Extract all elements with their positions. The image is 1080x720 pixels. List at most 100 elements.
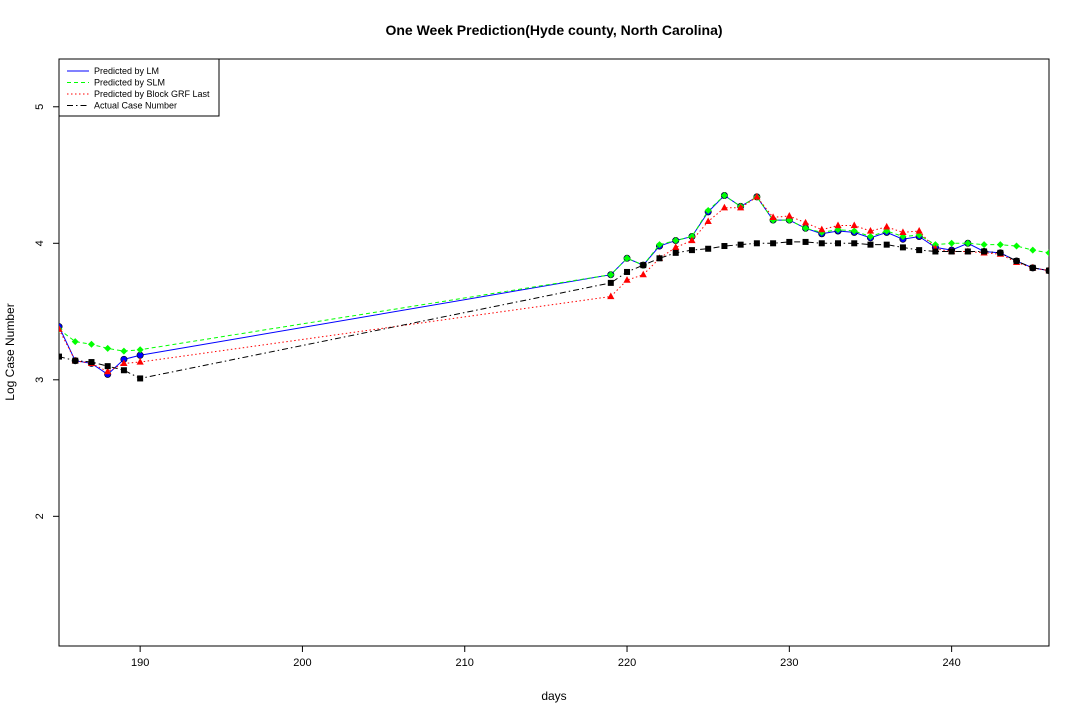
data-point (721, 243, 728, 250)
data-point (704, 207, 712, 215)
legend-label: Predicted by Block GRF Last (94, 89, 210, 99)
data-point (655, 241, 663, 249)
data-point (981, 248, 988, 255)
data-point (672, 237, 680, 245)
data-point (72, 357, 79, 364)
data-point (1013, 258, 1020, 265)
data-point (883, 241, 890, 248)
data-point (997, 249, 1004, 256)
legend-box (58, 58, 220, 117)
plot-frame (58, 58, 1050, 647)
x-tick-label: 240 (942, 657, 960, 669)
series-line (59, 194, 1049, 375)
x-tick-label: 200 (293, 657, 311, 669)
legend-label: Actual Case Number (94, 101, 177, 111)
data-point (916, 247, 923, 254)
data-point (120, 367, 127, 374)
data-point (1046, 267, 1049, 274)
data-point (104, 344, 112, 352)
data-point (688, 236, 696, 244)
data-point (71, 338, 79, 346)
data-point (835, 240, 842, 247)
y-tick-label: 2 (34, 513, 46, 519)
x-tick-label: 190 (131, 657, 149, 669)
data-point (704, 217, 712, 225)
data-point (770, 240, 777, 247)
data-point (120, 359, 128, 367)
data-point (866, 232, 874, 240)
data-point (104, 363, 111, 370)
data-point (996, 241, 1004, 249)
data-point (737, 203, 745, 211)
y-axis: 2 3 4 5 (34, 104, 59, 519)
data-point (672, 243, 680, 250)
y-tick-label: 4 (34, 240, 46, 246)
data-point (624, 268, 631, 275)
data-point (801, 218, 810, 226)
data-point (899, 228, 907, 235)
data-point (753, 192, 761, 200)
data-point (623, 276, 631, 283)
data-point (120, 347, 128, 355)
data-point (623, 254, 631, 262)
series-line (59, 241, 1049, 379)
data-point (851, 240, 858, 247)
data-point (136, 358, 144, 365)
data-point (980, 241, 988, 249)
data-point (705, 245, 712, 252)
x-tick-label: 220 (618, 657, 636, 669)
data-point (883, 222, 891, 230)
x-axis: 190 200 210 220 230 240 (131, 646, 961, 669)
data-point (104, 367, 112, 375)
data-point (88, 359, 95, 366)
data-point (87, 340, 95, 348)
data-point (656, 255, 663, 262)
data-point (866, 227, 875, 234)
data-point (1029, 264, 1036, 271)
data-point (964, 239, 972, 247)
data-point (639, 270, 647, 278)
series-line (59, 194, 1049, 352)
legend-label: Predicted by LM (94, 66, 159, 76)
legend-label: Predicted by SLM (94, 78, 165, 88)
data-point (753, 240, 760, 247)
chart-title: One Week Prediction(Hyde county, North C… (385, 22, 722, 38)
data-point (769, 213, 777, 220)
series-4 (59, 238, 1049, 382)
data-point (818, 225, 826, 233)
data-point (1029, 246, 1037, 254)
data-point (964, 248, 971, 255)
series-layer (59, 192, 1049, 382)
data-point (136, 346, 144, 354)
data-point (915, 227, 923, 234)
data-point (802, 224, 810, 232)
data-point (1045, 249, 1049, 257)
series-1 (59, 192, 1049, 378)
data-point (785, 211, 793, 219)
data-point (720, 192, 728, 200)
data-point (607, 292, 615, 300)
x-axis-label: days (541, 689, 566, 703)
data-point (932, 248, 939, 255)
series-2 (59, 192, 1049, 355)
data-point (1013, 242, 1021, 250)
data-point (737, 241, 744, 248)
data-point (672, 249, 679, 256)
data-point (640, 262, 647, 269)
data-point (850, 221, 858, 229)
data-point (607, 271, 615, 279)
data-point (720, 203, 729, 211)
data-point (834, 221, 842, 229)
data-point (850, 227, 858, 235)
x-tick-label: 210 (456, 657, 474, 669)
data-point (802, 238, 809, 245)
data-point (137, 375, 144, 382)
y-axis-label: Log Case Number (3, 303, 17, 400)
data-point (867, 241, 874, 248)
x-tick-label: 230 (780, 657, 798, 669)
data-point (59, 353, 62, 360)
y-tick-label: 5 (34, 104, 46, 110)
data-point (948, 239, 956, 247)
legend: Predicted by LM Predicted by SLMPredicted… (58, 58, 220, 117)
